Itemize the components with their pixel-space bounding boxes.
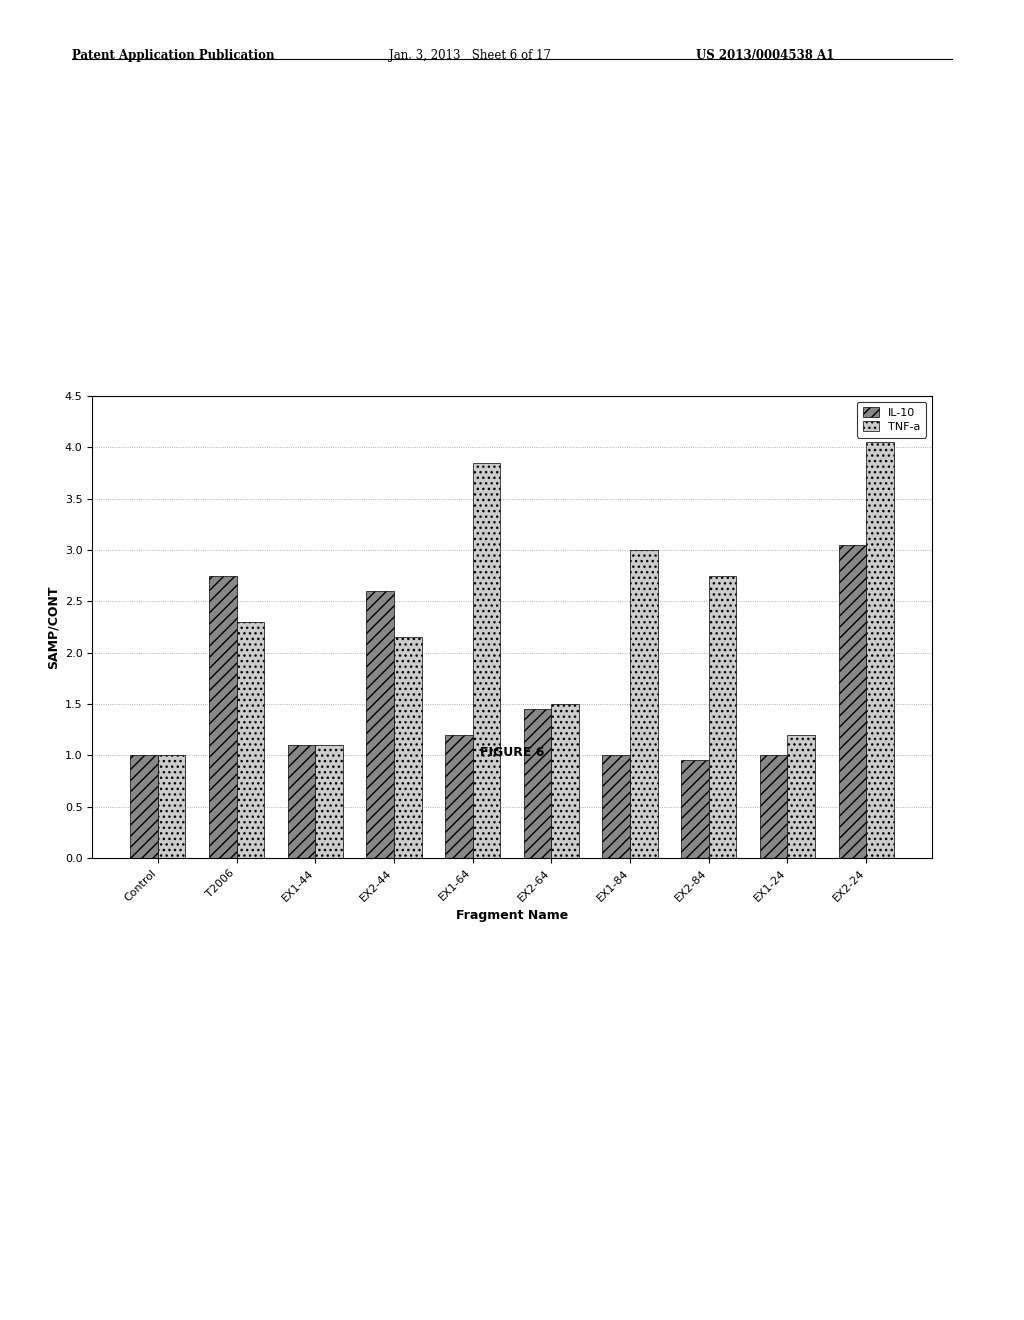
Bar (709, 576, 736, 858)
Text: Patent Application Publication: Patent Application Publication (72, 49, 274, 62)
Bar (315, 744, 343, 858)
Bar (787, 735, 815, 858)
Bar (209, 576, 237, 858)
Bar (445, 735, 473, 858)
Bar (158, 755, 185, 858)
Legend: IL-10, TNF-a: IL-10, TNF-a (857, 401, 927, 437)
Bar (394, 638, 422, 858)
Bar (602, 755, 630, 858)
Bar (367, 591, 394, 858)
Bar (237, 622, 264, 858)
Bar (866, 442, 894, 858)
Bar (524, 709, 551, 858)
Text: Jan. 3, 2013   Sheet 6 of 17: Jan. 3, 2013 Sheet 6 of 17 (389, 49, 551, 62)
Bar (630, 550, 657, 858)
Bar (473, 463, 500, 858)
X-axis label: Fragment Name: Fragment Name (456, 908, 568, 921)
Bar (839, 545, 866, 858)
Bar (681, 760, 709, 858)
Y-axis label: SAMP/CONT: SAMP/CONT (46, 585, 59, 669)
Text: US 2013/0004538 A1: US 2013/0004538 A1 (696, 49, 835, 62)
Bar (288, 744, 315, 858)
Text: FIGURE 6: FIGURE 6 (480, 746, 544, 759)
Bar (551, 704, 579, 858)
Bar (760, 755, 787, 858)
Bar (130, 755, 158, 858)
